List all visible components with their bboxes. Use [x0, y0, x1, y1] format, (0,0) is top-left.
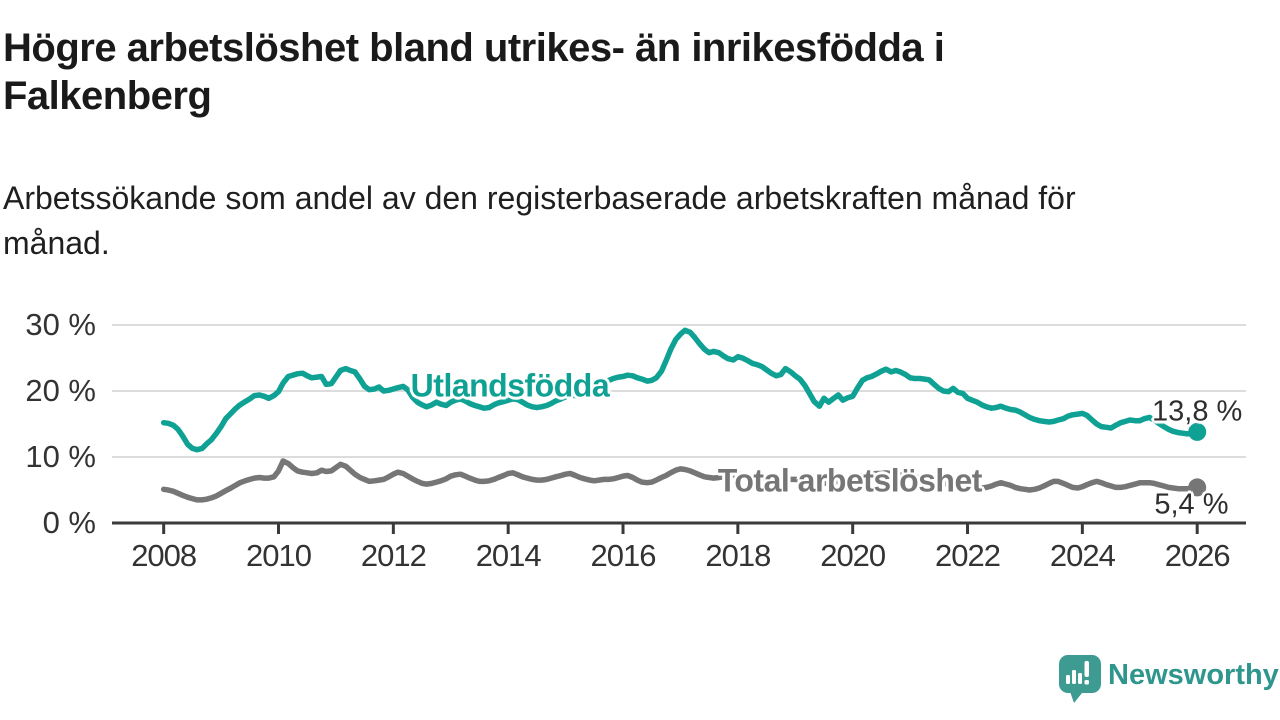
exclamation-mark — [1084, 661, 1089, 677]
line-total-arbetsloshet — [160, 458, 1200, 503]
newsworthy-logo-icon — [1059, 655, 1101, 703]
end-dot-total-arbetsloshet — [1188, 478, 1207, 497]
end-dot-utlandsfodda — [1188, 422, 1207, 441]
exclamation-dot — [1084, 680, 1089, 685]
bar-chart-bar — [1066, 675, 1070, 684]
bar-chart-bar — [1072, 670, 1076, 684]
newsworthy-wordmark: Newsworthy — [1108, 659, 1279, 691]
line-utlandsfodda — [160, 327, 1200, 453]
bar-chart-bar — [1078, 673, 1082, 684]
page-subtitle: Arbetssökande som andel av den registerb… — [3, 180, 1076, 261]
page-title: Högre arbetslöshet bland utrikes- än inr… — [3, 26, 945, 118]
